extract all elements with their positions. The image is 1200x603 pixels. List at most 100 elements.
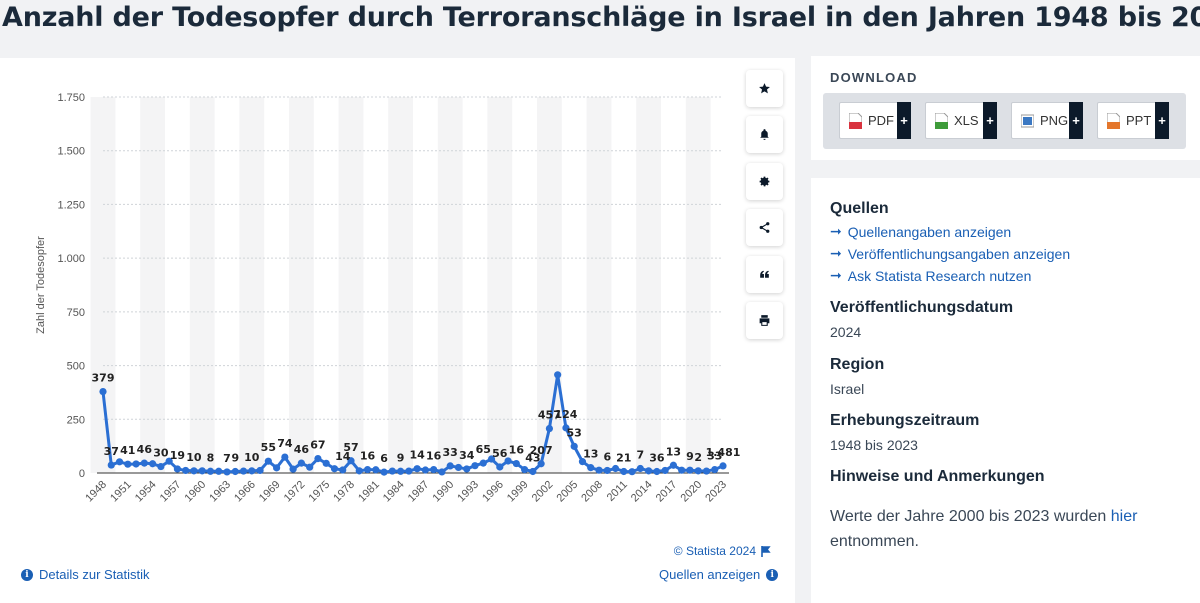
data-label: 13 [666, 445, 681, 458]
data-label: 33 [443, 446, 458, 459]
plus-icon[interactable]: + [1155, 102, 1169, 139]
x-tick-label: 1984 [381, 479, 407, 505]
data-point [595, 466, 603, 474]
data-point [124, 460, 132, 468]
data-label: 46 [294, 443, 310, 456]
data-point [363, 465, 372, 474]
grid-band [338, 97, 364, 473]
data-point [669, 461, 678, 469]
gear-icon[interactable] [746, 163, 783, 200]
arrow-right-icon: ➞ [830, 245, 842, 261]
sources-link[interactable]: Quellen anzeigen i [659, 567, 779, 582]
source-link-1[interactable]: ➞ Quellenangaben anzeigen [830, 223, 1011, 240]
source-link-label: Veröffentlichungsangaben anzeigen [847, 245, 1071, 262]
data-point [289, 465, 297, 473]
x-tick-label: 1990 [431, 479, 457, 505]
y-tick-label: 500 [67, 361, 85, 373]
data-point [562, 424, 570, 432]
download-png-button[interactable]: PNG + [1011, 102, 1083, 139]
grid-band [289, 97, 314, 473]
flag-icon [761, 545, 771, 557]
png-file-icon [1020, 113, 1035, 129]
data-label: 16 [360, 450, 376, 463]
star-icon[interactable] [746, 70, 783, 107]
data-point [405, 467, 413, 475]
data-label: 9 [231, 451, 239, 464]
notes-link[interactable]: hier [1110, 508, 1138, 525]
data-point [438, 468, 446, 476]
x-tick-label: 1951 [108, 479, 134, 505]
data-point [471, 462, 479, 470]
info-icon: i [766, 568, 779, 581]
grid-band [437, 97, 463, 473]
data-point [413, 465, 421, 473]
data-label: 7 [637, 448, 645, 461]
data-point [239, 467, 248, 475]
share-icon[interactable] [746, 209, 783, 246]
source-link-3[interactable]: ➞ Ask Statista Research nutzen [830, 267, 1031, 284]
x-tick-label: 1963 [207, 479, 233, 505]
info-icon: i [21, 568, 33, 581]
grid-band [537, 97, 562, 473]
data-point [694, 467, 702, 475]
data-point [587, 464, 595, 472]
series-line [101, 373, 724, 474]
download-ppt-button[interactable]: PPT + [1097, 102, 1169, 139]
grid-band [636, 97, 661, 473]
x-tick-label: 1996 [480, 479, 506, 505]
notes-body: Werte der Jahre 2000 bis 2023 wurden [830, 508, 1107, 525]
data-point [496, 463, 504, 471]
data-point [347, 457, 355, 465]
data-point [430, 465, 438, 474]
data-point [678, 466, 686, 474]
copyright[interactable]: © Statista 2024 [674, 544, 771, 558]
data-point [231, 467, 239, 476]
download-xls-button[interactable]: XLS + [925, 102, 997, 139]
page-title: Anzahl der Todesopfer durch Terroranschl… [2, 2, 1200, 33]
data-point [339, 466, 347, 474]
pdf-file-icon [848, 112, 863, 129]
data-point [107, 461, 115, 469]
notes-heading: Hinweise und Anmerkungen [830, 468, 1045, 485]
data-label: 9 [686, 450, 694, 463]
x-tick-label: 2023 [703, 479, 729, 505]
data-point [273, 464, 281, 472]
print-icon[interactable] [746, 302, 783, 339]
data-point [99, 387, 107, 396]
source-link-label: Quellenangaben anzeigen [847, 223, 1012, 240]
plus-icon[interactable]: + [983, 102, 997, 139]
x-tick-label: 1975 [307, 479, 333, 505]
quote-icon[interactable] [746, 256, 783, 293]
plus-icon[interactable]: + [1069, 102, 1083, 139]
data-label: 21 [616, 451, 631, 464]
data-label: 379 [92, 372, 115, 385]
x-tick-label: 1978 [331, 479, 357, 505]
bell-icon[interactable] [746, 116, 783, 153]
notes-tail: entnommen. [830, 533, 919, 550]
grid-band [685, 97, 711, 473]
source-link-2[interactable]: ➞ Veröffentlichungsangaben anzeigen [830, 245, 1070, 262]
data-point [281, 453, 289, 461]
data-label: 56 [492, 447, 508, 460]
data-label: 124 [554, 408, 577, 421]
sources-link-label: Quellen anzeigen [659, 567, 761, 582]
data-point [157, 462, 165, 471]
data-point [529, 467, 537, 476]
y-tick-label: 750 [67, 307, 85, 319]
data-point [140, 459, 148, 467]
data-point [264, 457, 272, 465]
data-label: 13 [583, 448, 598, 461]
grid-band [90, 97, 116, 473]
data-point [653, 467, 661, 476]
data-point [645, 467, 653, 475]
data-label: 14 [409, 449, 425, 462]
data-point [380, 468, 388, 476]
plus-icon[interactable]: + [897, 102, 911, 139]
grid-band [487, 97, 513, 473]
data-label: 6 [603, 450, 611, 463]
download-pdf-button[interactable]: PDF + [839, 102, 911, 139]
data-point [463, 465, 471, 473]
data-point [454, 463, 463, 472]
details-link[interactable]: i Details zur Statistik [21, 567, 150, 582]
data-label: 74 [277, 437, 293, 450]
